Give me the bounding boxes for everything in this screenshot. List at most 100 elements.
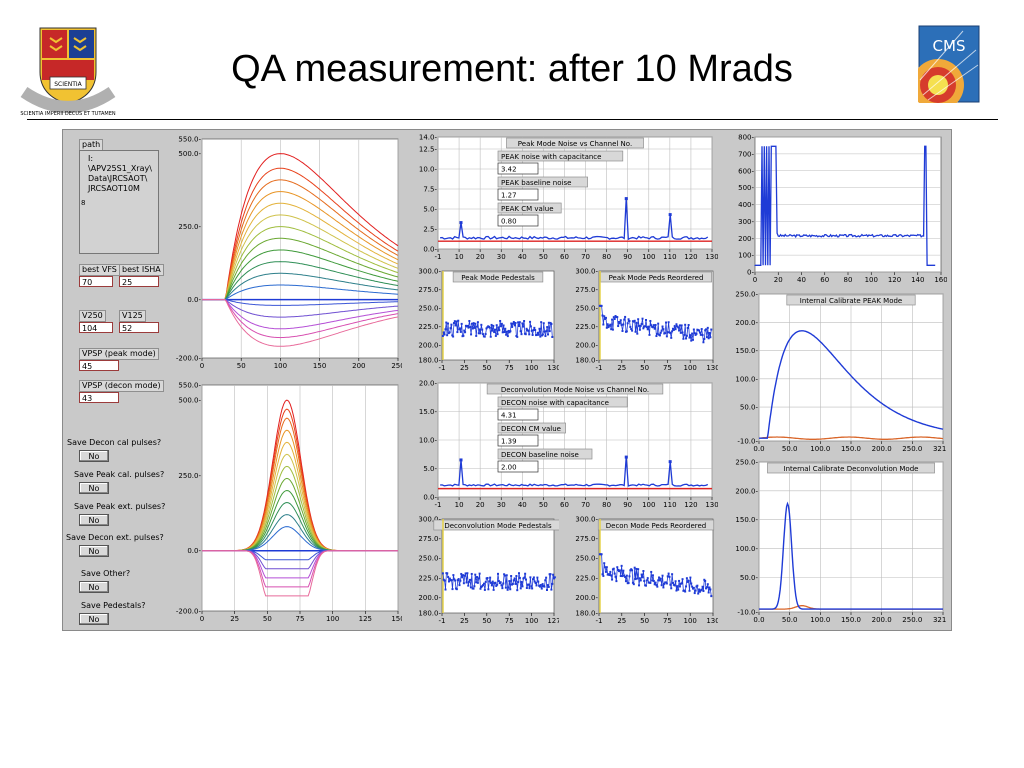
pulse-trace xyxy=(202,299,399,330)
y-tick-label: 550.0- xyxy=(178,382,201,390)
save-decon-ext-button[interactable]: No xyxy=(79,545,109,557)
x-tick-label: 20 xyxy=(774,276,783,284)
pedestal-point xyxy=(637,568,640,571)
peak-noise-chart: -1 10 20 30 40 50 60 70 80 90 100 110 120 130 14.0- 12.… xyxy=(406,133,718,263)
y-tick-label: 300.0- xyxy=(575,268,598,276)
x-tick-label: 200.0 xyxy=(872,616,892,624)
plot-area xyxy=(201,138,399,359)
best-isha-field[interactable]: 25 xyxy=(119,276,159,287)
pedestal-point xyxy=(710,595,713,598)
x-tick-label: 100.0 xyxy=(810,616,830,624)
pulse-trace xyxy=(202,299,399,339)
y-tick-label: 250.0- xyxy=(178,472,201,480)
x-tick-label: 50 xyxy=(640,617,649,625)
x-tick-label: 50.0 xyxy=(782,616,798,624)
plot-area xyxy=(441,270,555,361)
save-peak-ext-button[interactable]: No xyxy=(79,514,109,526)
save-decon-cal-button[interactable]: No xyxy=(79,450,109,462)
best-vfs-field[interactable]: 70 xyxy=(79,276,113,287)
annotation-label: DECON noise with capacitance xyxy=(501,399,609,407)
x-tick-label: 120 xyxy=(888,276,901,284)
peak-pulse-family-chart: 0 50 100 150 200 250 550.0- 500.0- 250.0- 0.0- -20… xyxy=(166,133,402,374)
save-peak-cal-button[interactable]: No xyxy=(79,482,109,494)
v125-field[interactable]: 52 xyxy=(119,322,159,333)
plot-area xyxy=(598,270,714,361)
save-pedestals-button[interactable]: No xyxy=(79,613,109,625)
x-tick-label: -1 xyxy=(596,364,603,372)
pedestal-point xyxy=(474,573,477,576)
y-tick-label: 10.0- xyxy=(419,166,438,174)
x-tick-label: 70 xyxy=(581,253,590,261)
path-display[interactable]: I: \APV25S1_Xray\ Data\JRCSAOT\ JRCSAOT1… xyxy=(79,150,159,254)
y-tick-label: 5.0- xyxy=(423,206,437,214)
path-marker: 8 xyxy=(81,199,86,207)
raw-channels-chart: 0 20 40 60 80 100 120 140 160 800- 700- 600- 500- 400… xyxy=(723,133,947,286)
y-tick-label: 300.0- xyxy=(418,268,441,276)
x-tick-label: 30 xyxy=(497,501,506,509)
y-tick-label: 250.0- xyxy=(418,305,441,313)
x-tick-label: 25 xyxy=(460,617,469,625)
x-tick-label: 100 xyxy=(274,362,287,370)
x-tick-label: 75 xyxy=(663,364,672,372)
y-tick-label: 225.0- xyxy=(418,323,441,331)
x-tick-label: 10 xyxy=(455,501,464,509)
chart-title: Decon Mode Peds Reordered xyxy=(606,522,707,530)
annotation-label: DECON CM value xyxy=(501,425,561,433)
y-tick-label: 0.0- xyxy=(187,296,201,304)
pulse-trace xyxy=(202,272,399,301)
x-tick-label: 50 xyxy=(237,362,246,370)
y-tick-label: 180.0- xyxy=(575,610,598,618)
y-tick-label: 200.0- xyxy=(575,342,598,350)
save-other-label: Save Other? xyxy=(81,569,131,578)
x-tick-label: 150.0 xyxy=(841,445,861,453)
x-tick-label: 25 xyxy=(230,615,239,623)
path-line-1: I: xyxy=(88,154,94,163)
y-tick-label: 20.0- xyxy=(419,380,438,388)
annotation-label-box xyxy=(497,150,624,162)
y-tick-label: 2.5- xyxy=(423,226,437,234)
annotation-label: PEAK noise with capacitance xyxy=(501,153,601,161)
noise-trace xyxy=(440,198,709,241)
x-tick-label: 50 xyxy=(263,615,272,623)
y-tick-label: 100.0- xyxy=(735,545,758,553)
pedestal-point xyxy=(509,588,512,591)
chart-title-box xyxy=(597,519,715,531)
vpsp-decon-field[interactable]: 43 xyxy=(79,392,119,403)
pulse-trace xyxy=(202,226,399,301)
x-tick-label: 40 xyxy=(518,253,527,261)
annotation-value-box xyxy=(497,214,539,227)
peak-pedestals-chart: -1 25 50 75 100 130 300.0- 275.0- 250.0- 225.0- 20… xyxy=(406,267,559,374)
v250-field[interactable]: 104 xyxy=(79,322,113,333)
y-tick-label: 275.0- xyxy=(418,535,441,543)
x-tick-label: 110 xyxy=(663,501,676,509)
x-tick-label: 60 xyxy=(560,501,569,509)
annotation-label-box xyxy=(497,176,588,188)
x-tick-label: -1 xyxy=(439,364,446,372)
save-other-button[interactable]: No xyxy=(79,581,109,593)
y-tick-label: 500- xyxy=(738,184,754,192)
annotation-value-box xyxy=(497,460,539,473)
pedestal-point xyxy=(505,574,508,577)
y-tick-label: 150.0- xyxy=(735,347,758,355)
y-tick-label: 180.0- xyxy=(575,357,598,365)
y-tick-label: 600- xyxy=(738,167,754,175)
pedestal-trace xyxy=(599,305,712,343)
x-tick-label: 130 xyxy=(547,364,559,372)
y-tick-label: 400- xyxy=(738,201,754,209)
y-tick-label: 800- xyxy=(738,134,754,142)
chart-title: Deconvolution Mode Pedestals xyxy=(444,522,552,530)
annotation-label: PEAK baseline noise xyxy=(501,179,571,187)
x-tick-label: 150 xyxy=(391,615,402,623)
x-tick-label: 120 xyxy=(684,253,697,261)
x-tick-label: 75 xyxy=(663,617,672,625)
x-tick-label: 30 xyxy=(497,253,506,261)
x-tick-label: 60 xyxy=(560,253,569,261)
vpsp-peak-field[interactable]: 45 xyxy=(79,360,119,371)
y-tick-label: 200.0- xyxy=(418,342,441,350)
calibration-trace xyxy=(759,330,944,439)
plot-area xyxy=(441,518,555,614)
labview-panel: path I: \APV25S1_Xray\ Data\JRCSAOT\ JRC… xyxy=(62,129,952,631)
save-decon-ext-label: Save Decon ext. pulses? xyxy=(66,533,164,542)
x-tick-label: 50 xyxy=(539,501,548,509)
x-tick-label: -1 xyxy=(596,617,603,625)
